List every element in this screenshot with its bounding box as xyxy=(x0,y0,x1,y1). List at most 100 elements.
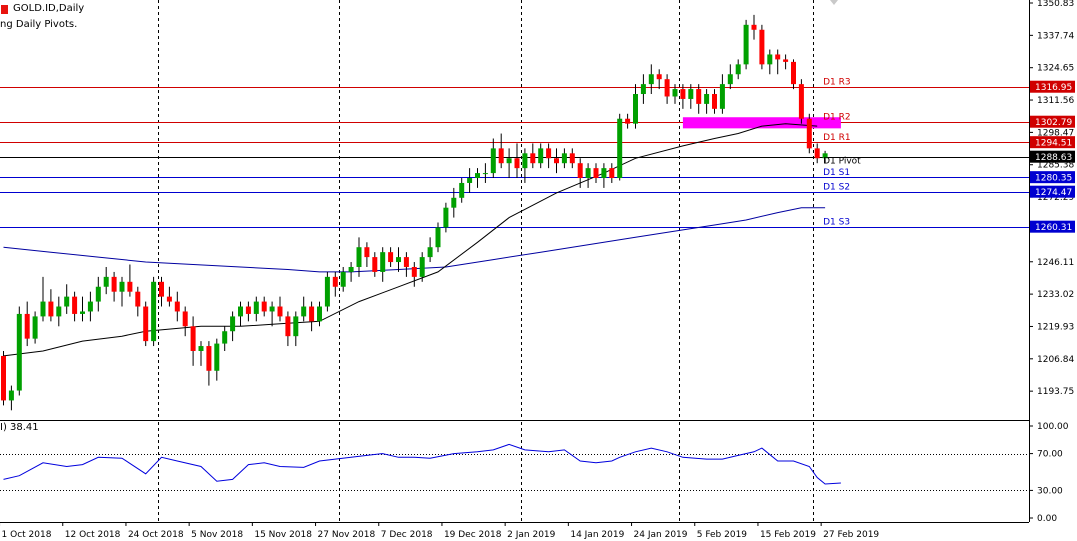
price-tag-label: 1260.31 xyxy=(1035,223,1072,233)
candle xyxy=(222,326,228,351)
candle xyxy=(396,247,401,272)
candle-body xyxy=(419,257,425,277)
price-tick-label: 1233.02 xyxy=(1037,290,1074,300)
candle-body xyxy=(522,153,528,169)
price-tag: 1316.95 xyxy=(1030,80,1075,93)
candle-body xyxy=(569,153,575,164)
rsi-chart[interactable] xyxy=(0,422,1029,522)
pivot-level-label: D1 Pivot xyxy=(823,157,861,167)
candle-body xyxy=(498,148,504,164)
candle-body xyxy=(269,306,275,312)
candle xyxy=(214,338,220,381)
price-tag: 1260.31 xyxy=(1030,220,1075,233)
candle xyxy=(585,163,591,188)
candle-body xyxy=(135,291,141,307)
candle-body xyxy=(111,276,117,292)
candle-body xyxy=(372,257,378,272)
time-tick-label: 2 Jan 2019 xyxy=(507,530,555,540)
candle xyxy=(166,286,172,307)
candle xyxy=(238,301,243,327)
candle xyxy=(403,252,409,277)
candle xyxy=(64,284,70,314)
candle-body xyxy=(230,316,236,332)
price-tag-label: 1302.79 xyxy=(1035,118,1072,128)
candle xyxy=(814,143,820,164)
candle-body xyxy=(798,84,804,119)
candle-body xyxy=(435,227,441,248)
candle xyxy=(364,242,370,267)
time-tick-label: 5 Feb 2019 xyxy=(697,530,748,540)
pivot-level-label: D1 R2 xyxy=(823,113,851,123)
candle xyxy=(103,266,109,295)
price-tag-box xyxy=(1030,150,1075,163)
candle-body xyxy=(593,168,599,179)
price-tag: 1302.79 xyxy=(1030,115,1075,128)
price-tag-box xyxy=(1030,220,1075,233)
candle xyxy=(285,311,291,347)
candle xyxy=(680,84,686,109)
price-tick-label: 1285.38 xyxy=(1037,161,1074,171)
candle xyxy=(822,150,828,164)
candle-body xyxy=(806,118,812,149)
time-tick-label: 7 Dec 2018 xyxy=(381,530,433,540)
candle-body xyxy=(506,158,512,164)
candle xyxy=(332,271,338,297)
rsi-tick-label: 100.00 xyxy=(1037,422,1069,432)
candle-body xyxy=(672,89,678,97)
candle xyxy=(743,19,749,70)
pivot-level-label: D1 S2 xyxy=(823,183,850,193)
pivot-level-label: D1 S1 xyxy=(823,168,850,178)
chart-title: GOLD.ID,Daily xyxy=(13,3,85,14)
candle-body xyxy=(783,59,789,62)
pivot-level-label: D1 S3 xyxy=(823,218,850,228)
candle-body xyxy=(775,54,781,60)
candle xyxy=(735,59,741,80)
price-tick-label: 1311.56 xyxy=(1037,96,1074,106)
candle-body xyxy=(680,89,686,99)
candle xyxy=(427,237,433,263)
price-tag-box xyxy=(1030,136,1075,149)
candle-body xyxy=(727,74,733,85)
candle-body xyxy=(127,281,133,292)
candle-body xyxy=(364,247,370,258)
candle xyxy=(135,286,141,317)
rsi-line xyxy=(3,443,841,485)
symbol-icon xyxy=(1,5,8,14)
candle xyxy=(498,133,504,169)
candle-body xyxy=(72,296,78,314)
candle-body xyxy=(40,301,46,317)
candle xyxy=(277,296,283,322)
candle-body xyxy=(609,168,615,179)
price-tag: 1288.63 xyxy=(1030,150,1075,163)
price-tag-box xyxy=(1030,185,1075,198)
candle-body xyxy=(640,84,646,95)
candle-body xyxy=(546,148,552,159)
candle xyxy=(182,306,188,337)
candle xyxy=(190,316,196,366)
candle-body xyxy=(538,148,544,164)
price-tick-label: 1350.83 xyxy=(1037,0,1074,9)
candle xyxy=(719,74,725,114)
candle xyxy=(72,291,78,322)
candle-body xyxy=(814,148,820,159)
candle xyxy=(419,252,425,282)
rsi-tick-label: 0.00 xyxy=(1037,514,1057,524)
candle-body xyxy=(8,390,14,401)
slow-moving-average-line xyxy=(3,207,826,273)
candle xyxy=(269,301,275,327)
candle-body xyxy=(427,247,433,258)
price-tick-label: 1298.47 xyxy=(1037,128,1074,138)
candle xyxy=(293,311,299,347)
candle-body xyxy=(380,252,386,272)
candle-body xyxy=(664,79,670,97)
candle-body xyxy=(656,74,662,80)
candle-body xyxy=(222,331,228,344)
candle-body xyxy=(396,257,401,263)
candle xyxy=(751,14,757,40)
candle-body xyxy=(767,54,773,65)
price-tick-label: 1337.74 xyxy=(1037,31,1074,41)
candle-body xyxy=(704,94,710,104)
chart-shift-marker-icon[interactable] xyxy=(830,0,838,5)
